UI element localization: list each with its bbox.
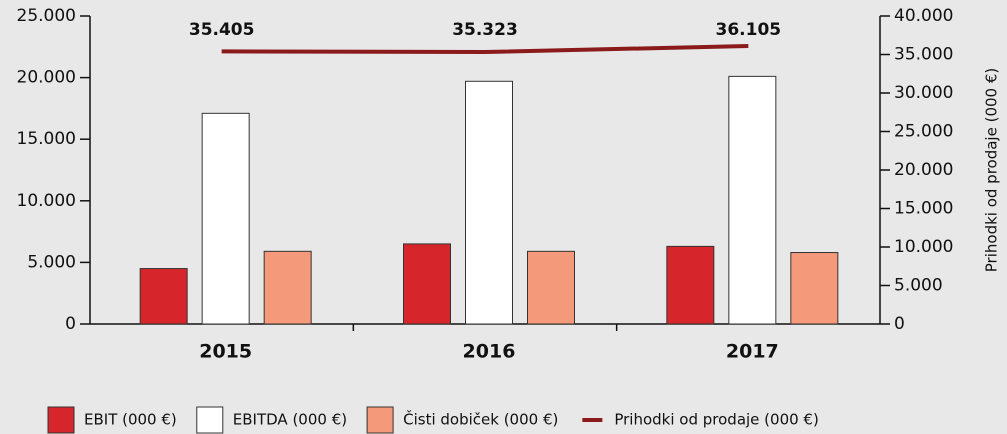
y-tick-label: 10.000	[17, 191, 76, 211]
legend-label: EBITDA (000 €)	[233, 411, 347, 429]
y2-tick-label: 25.000	[894, 122, 953, 142]
x-tick-label: 2016	[463, 341, 516, 363]
data-label: 35.405	[189, 20, 255, 40]
bar	[263, 250, 312, 325]
y2-tick-label: 40.000	[894, 6, 953, 26]
y-tick-label: 25.000	[17, 6, 76, 26]
y-tick-label: 0	[65, 314, 76, 334]
y-tick-label: 20.000	[17, 68, 76, 88]
legend-swatch	[366, 406, 394, 434]
bar	[403, 243, 451, 325]
bar	[139, 268, 188, 325]
bar	[728, 75, 777, 325]
bar	[201, 112, 250, 325]
y2-tick-label: 30.000	[894, 83, 953, 103]
legend-label: EBIT (000 €)	[84, 411, 177, 429]
bar	[527, 250, 575, 325]
x-tick-label: 2017	[726, 341, 779, 363]
data-label: 36.105	[716, 20, 782, 40]
legend-swatch	[47, 406, 75, 434]
y2-tick-label: 20.000	[894, 160, 953, 180]
bar	[465, 80, 513, 325]
y2-tick-label: 35.000	[894, 45, 953, 65]
line	[221, 43, 749, 55]
y-tick-label: 5.000	[27, 252, 76, 272]
y2-tick-label: 0	[894, 314, 905, 334]
y2-axis-title: Prihodki od prodaje (000 €)	[983, 68, 1001, 272]
y2-tick-label: 15.000	[894, 199, 953, 219]
data-label: 35.323	[452, 20, 518, 40]
legend-label: Prihodki od prodaje (000 €)	[614, 411, 818, 429]
bar	[666, 245, 715, 325]
legend-swatch	[196, 406, 224, 434]
y-tick-label: 15.000	[17, 129, 76, 149]
bar	[790, 252, 839, 325]
x-tick-label: 2015	[199, 341, 252, 363]
legend-label: Čisti dobiček (000 €)	[403, 410, 558, 429]
y2-tick-label: 10.000	[894, 237, 953, 257]
y2-tick-label: 5.000	[894, 276, 943, 296]
